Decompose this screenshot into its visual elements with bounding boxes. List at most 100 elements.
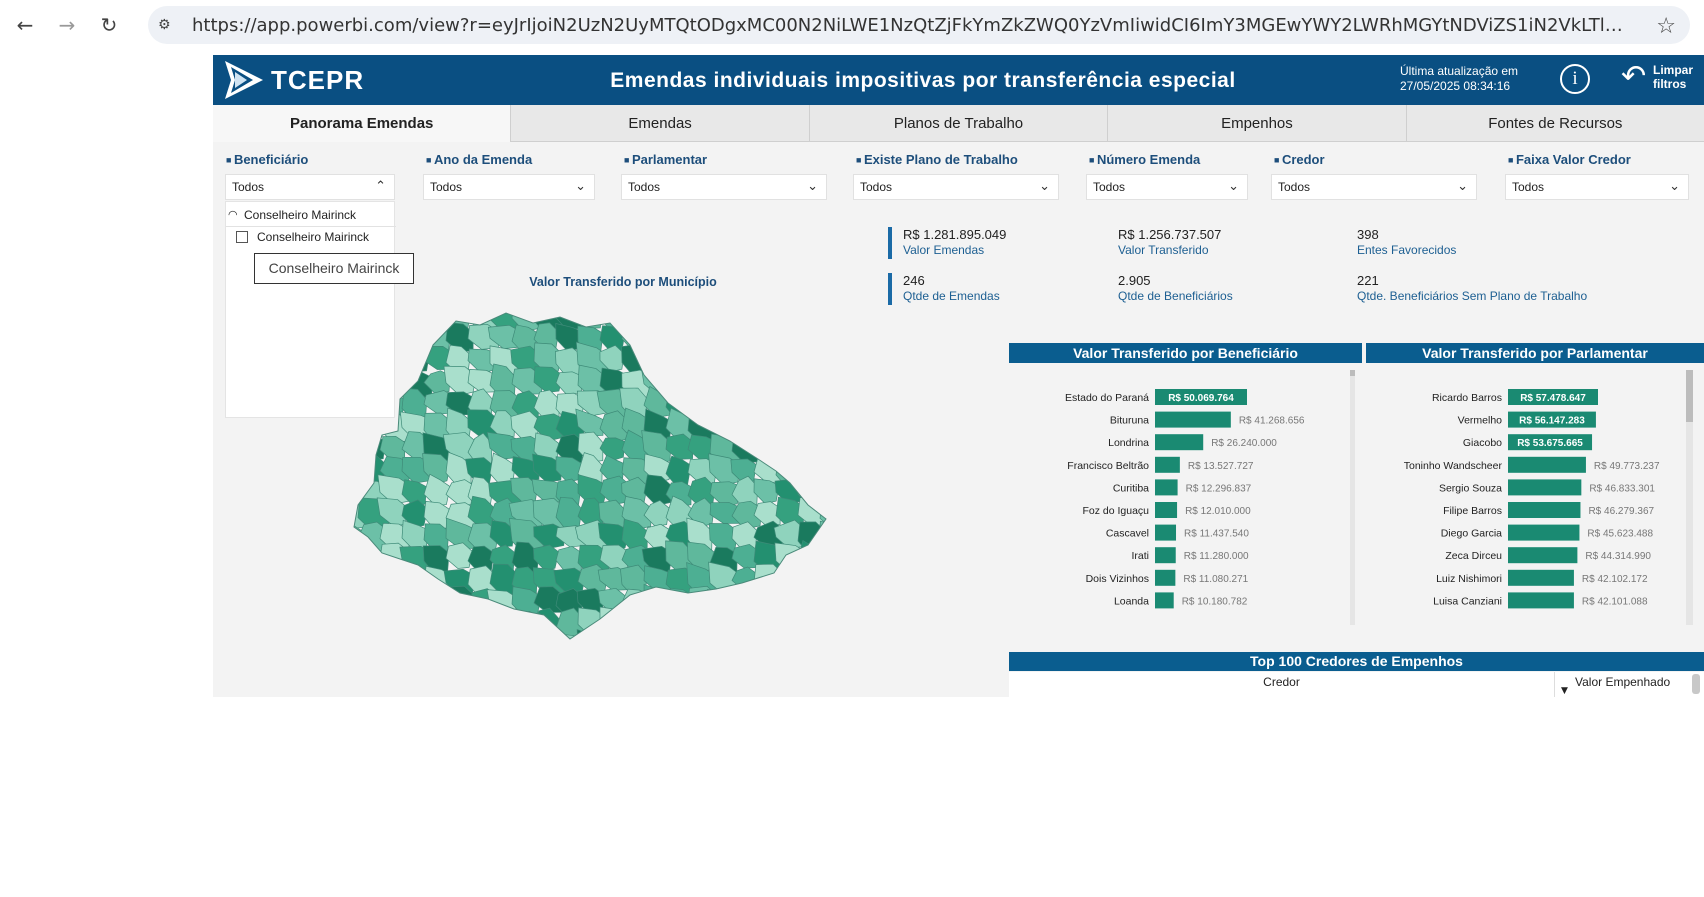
municipality-shape[interactable] — [752, 301, 779, 333]
municipality-shape[interactable] — [731, 475, 758, 509]
municipality-shape[interactable] — [357, 390, 385, 425]
municipality-shape[interactable] — [532, 453, 563, 483]
municipality-shape[interactable] — [819, 387, 833, 423]
municipality-shape[interactable] — [420, 590, 456, 614]
municipality-shape[interactable] — [687, 609, 714, 638]
municipality-shape[interactable] — [775, 606, 801, 638]
municipality-shape[interactable] — [338, 369, 364, 400]
municipality-shape[interactable] — [401, 566, 428, 599]
municipality-shape[interactable] — [357, 412, 384, 441]
dropdown-search-field[interactable]: ◠ Conselheiro Mairinck — [226, 204, 396, 226]
municipality-shape[interactable] — [753, 563, 785, 599]
municipality-shape[interactable] — [797, 430, 825, 464]
municipality-shape[interactable] — [401, 583, 428, 615]
municipality-shape[interactable] — [687, 385, 713, 422]
chevron-down-icon[interactable]: ⌄ — [575, 179, 586, 194]
municipality-shape[interactable] — [379, 562, 406, 600]
tab-empenhos[interactable]: Empenhos — [1108, 105, 1407, 142]
municipality-shape[interactable] — [399, 346, 430, 372]
municipality-shape[interactable] — [643, 326, 672, 350]
parana-choropleth-map[interactable] — [338, 283, 833, 643]
scrollbar-thumb[interactable] — [1692, 674, 1700, 694]
municipality-shape[interactable] — [709, 610, 735, 639]
chevron-down-icon[interactable]: ⌄ — [1669, 179, 1680, 194]
municipality-shape[interactable] — [338, 387, 361, 417]
municipality-shape[interactable] — [665, 634, 698, 643]
municipality-shape[interactable] — [575, 408, 604, 437]
municipality-shape[interactable] — [599, 344, 625, 373]
back-arrow-icon[interactable]: ← — [16, 13, 34, 37]
municipality-shape[interactable] — [357, 368, 383, 394]
municipality-shape[interactable] — [511, 456, 540, 483]
municipality-shape[interactable] — [709, 341, 737, 375]
municipality-shape[interactable] — [489, 606, 516, 639]
municipality-shape[interactable] — [709, 409, 741, 436]
municipality-shape[interactable] — [775, 385, 806, 421]
municipality-shape[interactable] — [753, 584, 785, 618]
municipality-shape[interactable] — [729, 409, 758, 441]
municipality-shape[interactable] — [687, 344, 719, 374]
municipality-shape[interactable] — [731, 388, 764, 425]
municipality-shape[interactable] — [817, 322, 833, 352]
filter-ano-emenda-dropdown[interactable]: Todos ⌄ — [423, 174, 595, 200]
municipality-shape[interactable] — [665, 349, 696, 377]
municipality-shape[interactable] — [445, 542, 474, 569]
municipality-shape[interactable] — [338, 323, 367, 358]
municipality-shape[interactable] — [730, 586, 764, 621]
municipality-shape[interactable] — [819, 520, 833, 553]
municipality-shape[interactable] — [618, 300, 653, 332]
clear-filters-button[interactable]: ↶ Limpar filtros — [1621, 62, 1695, 96]
municipality-shape[interactable] — [819, 367, 833, 398]
bar[interactable] — [1508, 411, 1596, 428]
bar[interactable] — [1155, 524, 1177, 541]
municipality-shape[interactable] — [731, 347, 761, 380]
column-header-credor[interactable]: Credor — [1263, 675, 1300, 689]
municipality-shape[interactable] — [533, 366, 564, 393]
municipality-shape[interactable] — [467, 606, 500, 643]
scrollbar-thumb[interactable] — [1686, 370, 1693, 422]
bar[interactable] — [1508, 547, 1578, 564]
municipality-shape[interactable] — [819, 587, 833, 618]
map-municipalities[interactable] — [338, 298, 833, 643]
municipality-shape[interactable] — [621, 609, 648, 641]
chevron-down-icon[interactable]: ⌄ — [1039, 179, 1050, 194]
tab-emendas[interactable]: Emendas — [511, 105, 810, 142]
municipality-shape[interactable] — [444, 612, 476, 639]
municipality-shape[interactable] — [663, 323, 694, 358]
municipality-shape[interactable] — [797, 631, 826, 643]
bar[interactable] — [1508, 524, 1580, 541]
dropdown-search-text[interactable]: Conselheiro Mairinck — [244, 208, 357, 222]
municipality-shape[interactable] — [731, 320, 758, 354]
municipality-shape[interactable] — [775, 302, 802, 337]
bar[interactable] — [1155, 411, 1231, 428]
municipality-shape[interactable] — [379, 587, 405, 619]
municipality-shape[interactable] — [467, 631, 494, 643]
bar[interactable] — [1155, 592, 1174, 609]
municipality-shape[interactable] — [687, 299, 714, 327]
bar[interactable] — [1155, 547, 1176, 564]
municipality-shape[interactable] — [533, 544, 560, 572]
scrollbar[interactable] — [1686, 370, 1693, 625]
municipality-shape[interactable] — [488, 630, 521, 643]
municipality-shape[interactable] — [621, 476, 648, 504]
municipality-shape[interactable] — [378, 324, 407, 348]
municipality-shape[interactable] — [797, 367, 826, 399]
municipality-shape[interactable] — [377, 628, 412, 643]
municipality-shape[interactable] — [356, 589, 389, 616]
municipality-shape[interactable] — [709, 302, 735, 333]
municipality-shape[interactable] — [511, 630, 545, 643]
bar[interactable] — [1155, 569, 1176, 586]
star-icon[interactable]: ☆ — [1656, 14, 1676, 39]
municipality-shape[interactable] — [533, 342, 563, 374]
chevron-up-icon[interactable]: ⌃ — [375, 179, 386, 194]
municipality-shape[interactable] — [709, 481, 742, 507]
bar[interactable] — [1508, 434, 1593, 451]
bar-chart-beneficiario[interactable]: Estado do Paraná R$ 50.069.764 Bituruna R$ … — [1009, 364, 1362, 634]
bar[interactable] — [1155, 434, 1204, 451]
municipality-shape[interactable] — [379, 344, 411, 374]
checkbox[interactable] — [236, 231, 248, 243]
reload-icon[interactable]: ↻ — [100, 13, 118, 37]
filter-credor-dropdown[interactable]: Todos ⌄ — [1271, 174, 1477, 200]
municipality-shape[interactable] — [797, 609, 826, 638]
municipality-shape[interactable] — [399, 302, 435, 330]
